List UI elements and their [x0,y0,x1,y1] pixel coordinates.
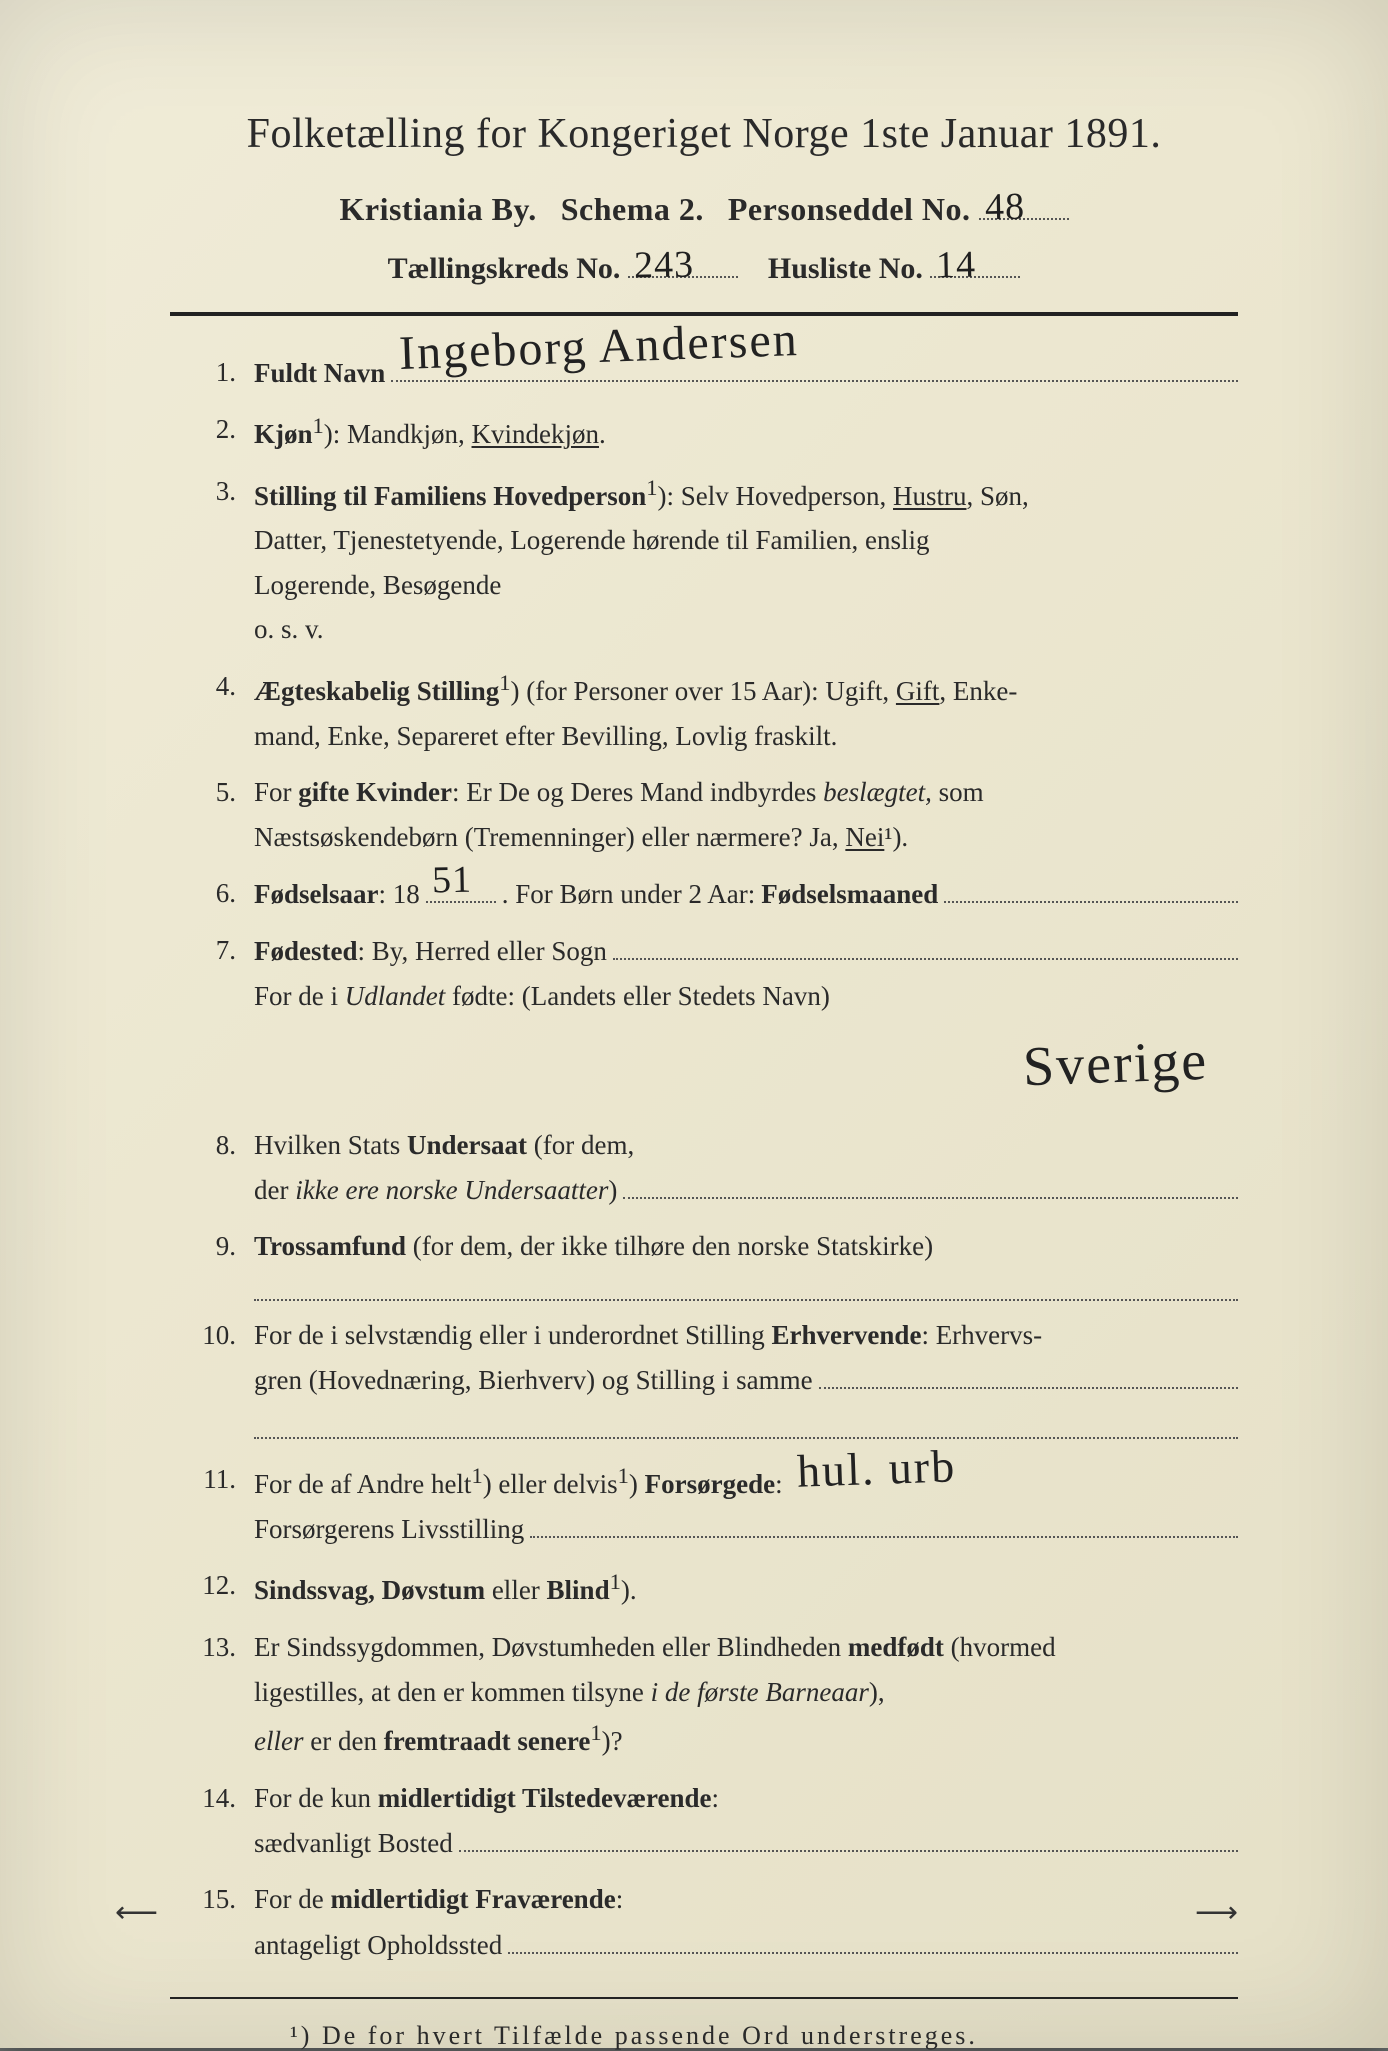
census-form-page: Folketælling for Kongeriget Norge 1ste J… [0,0,1388,2048]
husliste-label: Husliste No. [768,252,923,285]
occupation-field-b [254,1437,1238,1439]
footer-rule [170,1997,1238,1999]
field-7-label: Fødested [254,936,358,966]
field-3-label: Stilling til Familiens Hovedperson [254,481,646,511]
field-2: 2. Kjøn1): Mandkjøn, Kvindekjøn. [170,407,1238,457]
usual-residence-field [459,1820,1238,1852]
field-15-num: 15. [170,1877,254,1967]
birthplace-field [613,928,1238,960]
schema-label: Schema 2. [561,191,704,227]
kreds-no-field: 243 [628,246,738,278]
citizenship-field [623,1167,1238,1199]
field-9-num: 9. [170,1224,254,1301]
footnote: ¹) De for hvert Tilfælde passende Ord un… [170,2021,1238,2051]
field-7: 7. Fødested: By, Herred eller Sogn For d… [170,928,1238,1110]
subsub-line: Tællingskreds No. 243 Husliste No. 14 [170,246,1238,286]
personseddel-no-value: 48 [984,185,1025,230]
field-5-num: 5. [170,770,254,859]
field-4-num: 4. [170,664,254,758]
field-5: 5. For gifte Kvinder: Er De og Deres Man… [170,770,1238,859]
main-title: Folketælling for Kongeriget Norge 1ste J… [170,110,1238,158]
field-8-num: 8. [170,1123,254,1213]
birthplace-abroad: Sverige [254,1018,1238,1110]
birthplace-value: Sverige [1021,1015,1209,1114]
field-6-num: 6. [170,871,254,916]
marital-selected: Gift [896,676,940,706]
field-10: 10. For de i selvstændig eller i underor… [170,1313,1238,1439]
field-2-num: 2. [170,407,254,457]
husliste-no-field: 14 [930,246,1020,278]
field-11-num: 11. [170,1457,254,1552]
birthmonth-field [944,871,1238,903]
field-4-label: Ægteskabelig Stilling [254,676,499,706]
husliste-no-value: 14 [936,243,977,288]
provider-value: hul. urb [795,1428,957,1509]
birthyear-value: 51 [431,849,472,912]
relation-selected: Hustru [893,481,967,511]
field-1-label: Fuldt Navn [254,351,385,396]
field-7-num: 7. [170,928,254,1110]
kreds-no-value: 243 [634,242,695,287]
related-selected: Nei [845,822,884,852]
field-11: 11. For de af Andre helt1) eller delvis1… [170,1457,1238,1552]
field-1-num: 1. [170,350,254,395]
field-6: 6. Fødselsaar: 18 51 . For Børn under 2 … [170,871,1238,916]
birthyear-field: 51 [426,874,496,903]
ornament-right-icon: ⟵ [1195,1895,1238,1930]
kreds-label: Tællingskreds No. [388,252,621,285]
subtitle-line: Kristiania By. Schema 2. Personseddel No… [170,186,1238,228]
provider-field [530,1506,1238,1538]
personseddel-no-field: 48 [979,186,1069,220]
field-3: 3. Stilling til Familiens Hovedperson1):… [170,469,1238,652]
field-4: 4. Ægteskabelig Stilling1) (for Personer… [170,664,1238,758]
field-list: 1. Fuldt Navn Ingeborg Andersen 2. Kjøn1… [170,350,1238,1967]
field-1: 1. Fuldt Navn Ingeborg Andersen [170,350,1238,395]
field-8: 8. Hvilken Stats Undersaat (for dem, der… [170,1123,1238,1213]
field-9-label: Trossamfund [254,1231,406,1261]
ornament-left-icon: ⟵ [115,1895,158,1930]
field-14-num: 14. [170,1776,254,1866]
field-15: 15. For de midlertidigt Fraværende: anta… [170,1877,1238,1967]
field-9: 9. Trossamfund (for dem, der ikke tilhør… [170,1224,1238,1301]
field-10-num: 10. [170,1313,254,1439]
whereabouts-field [508,1922,1238,1954]
field-2-label: Kjøn [254,419,313,449]
personseddel-label: Personseddel No. [728,191,971,227]
name-field: Ingeborg Andersen [391,350,1238,382]
field-13: 13. Er Sindssygdommen, Døvstumheden elle… [170,1625,1238,1764]
field-14: 14. For de kun midlertidigt Tilstedevære… [170,1776,1238,1866]
sex-selected: Kvindekjøn [472,419,600,449]
occupation-field-a [819,1357,1238,1389]
city-label: Kristiania By. [339,191,536,227]
field-12: 12. Sindssvag, Døvstum eller Blind1). [170,1563,1238,1613]
field-6-label: Fødselsaar [254,879,379,909]
name-value: Ingeborg Andersen [398,300,800,393]
field-3-num: 3. [170,469,254,652]
field-12-num: 12. [170,1563,254,1613]
religion-field [254,1299,1238,1301]
field-13-num: 13. [170,1625,254,1764]
